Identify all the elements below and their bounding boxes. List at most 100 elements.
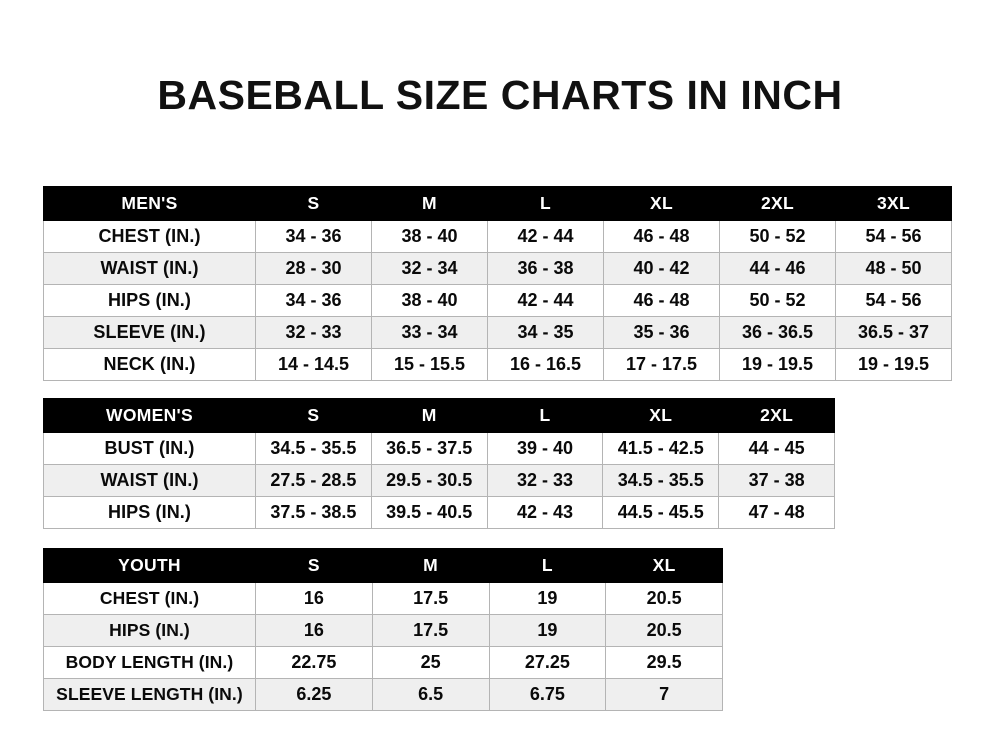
youth-measurement-cell: 22.75 xyxy=(255,646,373,679)
womens-row-label: WAIST (IN.) xyxy=(43,464,256,497)
table-row: WAIST (IN.) 27.5 - 28.5 29.5 - 30.5 32 - 33… xyxy=(43,464,835,497)
mens-column-header-3xl: 3XL xyxy=(835,186,952,221)
youth-measurement-cell: 27.25 xyxy=(488,646,607,679)
womens-measurement-cell: 47 - 48 xyxy=(718,496,835,529)
mens-measurement-cell: 42 - 44 xyxy=(487,220,604,253)
table-row: BODY LENGTH (IN.) 22.75 25 27.25 29.5 xyxy=(43,646,723,679)
youth-measurement-cell: 19 xyxy=(488,614,607,647)
mens-measurement-cell: 16 - 16.5 xyxy=(487,348,604,381)
womens-row-label: HIPS (IN.) xyxy=(43,496,256,529)
mens-measurement-cell: 19 - 19.5 xyxy=(835,348,952,381)
youth-measurement-cell: 7 xyxy=(605,678,723,711)
womens-measurement-cell: 39 - 40 xyxy=(486,432,604,465)
womens-size-table-block: WOMEN'S S M L XL 2XL BUST (IN.) 34.5 - 35.5 36.5… xyxy=(43,398,835,529)
mens-measurement-cell: 50 - 52 xyxy=(719,284,836,317)
mens-measurement-cell: 33 - 34 xyxy=(371,316,488,349)
table-row: HIPS (IN.) 37.5 - 38.5 39.5 - 40.5 42 - 43 4… xyxy=(43,496,835,529)
mens-measurement-cell: 36.5 - 37 xyxy=(835,316,952,349)
youth-size-table-block: YOUTH S M L XL CHEST (IN.) 16 17.5 19 20.5 HIPS (I… xyxy=(43,548,723,711)
mens-measurement-cell: 44 - 46 xyxy=(719,252,836,285)
womens-measurement-cell: 41.5 - 42.5 xyxy=(602,432,720,465)
youth-row-label: HIPS (IN.) xyxy=(43,614,256,647)
table-row: HIPS (IN.) 16 17.5 19 20.5 xyxy=(43,614,723,647)
youth-row-label: CHEST (IN.) xyxy=(43,582,256,615)
mens-measurement-cell: 50 - 52 xyxy=(719,220,836,253)
womens-measurement-cell: 34.5 - 35.5 xyxy=(255,432,372,465)
mens-column-header-l: L xyxy=(487,186,604,221)
womens-measurement-cell: 37 - 38 xyxy=(718,464,835,497)
youth-measurement-cell: 6.25 xyxy=(255,678,373,711)
mens-measurement-cell: 36 - 38 xyxy=(487,252,604,285)
mens-measurement-cell: 34 - 35 xyxy=(487,316,604,349)
mens-column-header-2xl: 2XL xyxy=(719,186,836,221)
mens-measurement-cell: 17 - 17.5 xyxy=(603,348,720,381)
womens-header-row: WOMEN'S S M L XL 2XL xyxy=(43,398,835,433)
womens-row-label: BUST (IN.) xyxy=(43,432,256,465)
mens-measurement-cell: 34 - 36 xyxy=(255,284,372,317)
mens-header-row: MEN'S S M L XL 2XL 3XL xyxy=(43,186,952,221)
table-row: BUST (IN.) 34.5 - 35.5 36.5 - 37.5 39 - 40 4… xyxy=(43,432,835,465)
mens-row-label: HIPS (IN.) xyxy=(43,284,256,317)
youth-measurement-cell: 29.5 xyxy=(605,646,723,679)
mens-measurement-cell: 46 - 48 xyxy=(603,284,720,317)
youth-measurement-cell: 17.5 xyxy=(371,582,490,615)
womens-size-table: WOMEN'S S M L XL 2XL BUST (IN.) 34.5 - 35.5 36.5… xyxy=(43,398,835,529)
mens-measurement-cell: 54 - 56 xyxy=(835,284,952,317)
mens-measurement-cell: 35 - 36 xyxy=(603,316,720,349)
youth-measurement-cell: 16 xyxy=(255,614,373,647)
mens-measurement-cell: 32 - 33 xyxy=(255,316,372,349)
mens-measurement-cell: 15 - 15.5 xyxy=(371,348,488,381)
womens-measurement-cell: 44.5 - 45.5 xyxy=(602,496,720,529)
mens-measurement-cell: 46 - 48 xyxy=(603,220,720,253)
youth-measurement-cell: 19 xyxy=(488,582,607,615)
womens-category-header: WOMEN'S xyxy=(43,398,256,433)
youth-category-header: YOUTH xyxy=(43,548,256,583)
table-row: CHEST (IN.) 16 17.5 19 20.5 xyxy=(43,582,723,615)
mens-measurement-cell: 19 - 19.5 xyxy=(719,348,836,381)
mens-measurement-cell: 48 - 50 xyxy=(835,252,952,285)
youth-measurement-cell: 6.75 xyxy=(488,678,607,711)
youth-header-row: YOUTH S M L XL xyxy=(43,548,723,583)
youth-size-table: YOUTH S M L XL CHEST (IN.) 16 17.5 19 20.5 HIPS (I… xyxy=(43,548,723,711)
youth-column-header-xl: XL xyxy=(605,548,723,583)
mens-measurement-cell: 28 - 30 xyxy=(255,252,372,285)
mens-measurement-cell: 54 - 56 xyxy=(835,220,952,253)
youth-measurement-cell: 20.5 xyxy=(605,614,723,647)
youth-column-header-l: L xyxy=(488,548,607,583)
womens-column-header-s: S xyxy=(255,398,372,433)
mens-measurement-cell: 36 - 36.5 xyxy=(719,316,836,349)
mens-measurement-cell: 42 - 44 xyxy=(487,284,604,317)
womens-column-header-m: M xyxy=(370,398,488,433)
mens-row-label: NECK (IN.) xyxy=(43,348,256,381)
womens-measurement-cell: 37.5 - 38.5 xyxy=(255,496,372,529)
youth-column-header-m: M xyxy=(371,548,490,583)
youth-column-header-s: S xyxy=(255,548,373,583)
mens-row-label: CHEST (IN.) xyxy=(43,220,256,253)
mens-measurement-cell: 34 - 36 xyxy=(255,220,372,253)
table-row: HIPS (IN.) 34 - 36 38 - 40 42 - 44 46 - 48 50… xyxy=(43,284,952,317)
mens-column-header-m: M xyxy=(371,186,488,221)
womens-measurement-cell: 27.5 - 28.5 xyxy=(255,464,372,497)
mens-measurement-cell: 40 - 42 xyxy=(603,252,720,285)
table-row: SLEEVE (IN.) 32 - 33 33 - 34 34 - 35 35 - 36… xyxy=(43,316,952,349)
youth-measurement-cell: 17.5 xyxy=(371,614,490,647)
youth-measurement-cell: 16 xyxy=(255,582,373,615)
mens-column-header-s: S xyxy=(255,186,372,221)
womens-measurement-cell: 44 - 45 xyxy=(718,432,835,465)
table-row: CHEST (IN.) 34 - 36 38 - 40 42 - 44 46 - 48 5… xyxy=(43,220,952,253)
mens-size-table-block: MEN'S S M L XL 2XL 3XL CHEST (IN.) 34 - 36 38 - 4… xyxy=(43,186,952,381)
mens-size-table: MEN'S S M L XL 2XL 3XL CHEST (IN.) 34 - 36 38 - 4… xyxy=(43,186,952,381)
youth-row-label: SLEEVE LENGTH (IN.) xyxy=(43,678,256,711)
mens-measurement-cell: 38 - 40 xyxy=(371,220,488,253)
table-row: SLEEVE LENGTH (IN.) 6.25 6.5 6.75 7 xyxy=(43,678,723,711)
womens-measurement-cell: 42 - 43 xyxy=(486,496,604,529)
table-row: NECK (IN.) 14 - 14.5 15 - 15.5 16 - 16.5 17 … xyxy=(43,348,952,381)
womens-measurement-cell: 32 - 33 xyxy=(486,464,604,497)
mens-row-label: SLEEVE (IN.) xyxy=(43,316,256,349)
womens-measurement-cell: 36.5 - 37.5 xyxy=(370,432,488,465)
mens-measurement-cell: 32 - 34 xyxy=(371,252,488,285)
womens-column-header-l: L xyxy=(486,398,604,433)
womens-column-header-2xl: 2XL xyxy=(718,398,835,433)
mens-column-header-xl: XL xyxy=(603,186,720,221)
